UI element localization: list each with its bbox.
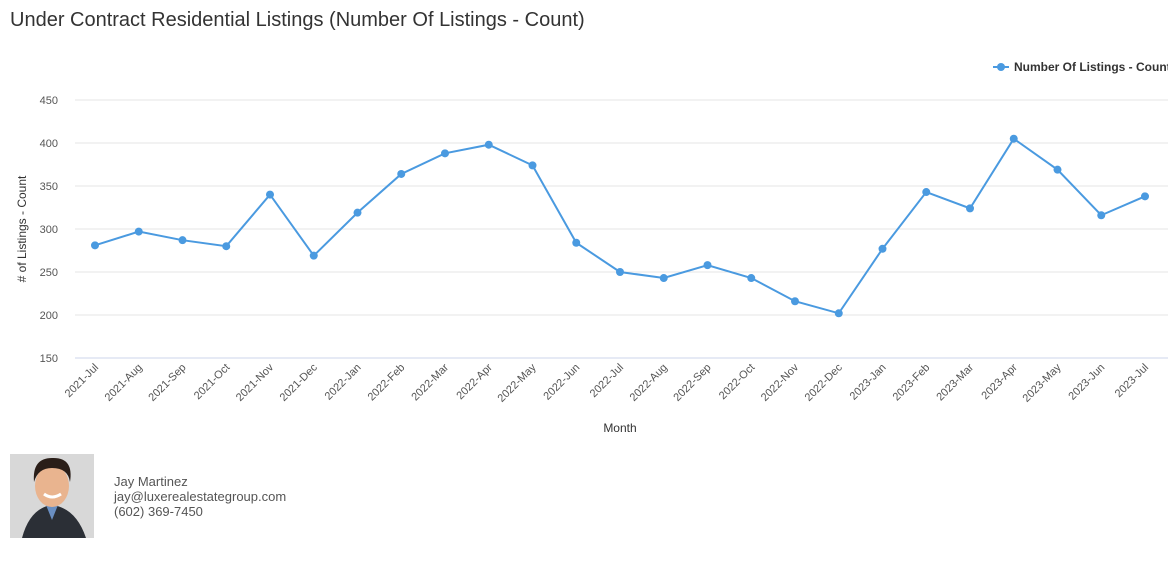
x-tick-label: 2022-Mar: [409, 361, 451, 403]
point: [747, 274, 756, 283]
x-tick-label: 2023-Jul: [1113, 362, 1151, 400]
point: [878, 244, 887, 253]
x-tick-label: 2023-Feb: [891, 362, 933, 404]
point: [178, 236, 187, 245]
point: [484, 140, 493, 149]
line: [94, 137, 1146, 315]
point: [91, 241, 99, 250]
point: [441, 149, 449, 158]
x-tick-label: 2022-Feb: [366, 362, 408, 404]
point: [834, 309, 843, 318]
point: [1009, 134, 1018, 143]
x-tick-label: 2022-Nov: [759, 361, 802, 404]
y-tick-label: 200: [40, 310, 58, 322]
x-tick-label: 2022-May: [496, 361, 539, 404]
point: [528, 161, 537, 170]
avatar: [10, 454, 94, 538]
x-tick-label: 2022-Dec: [803, 361, 846, 404]
x-tick-label: 2022-Jun: [541, 362, 582, 403]
legend-item[interactable]: Number Of Listings - Count: [993, 60, 1168, 74]
y-tick-label: 450: [40, 95, 58, 107]
point: [222, 242, 231, 251]
x-tick-label: 2022-Apr: [454, 361, 495, 402]
point: [659, 274, 668, 283]
y-tick-label: 250: [40, 267, 58, 279]
x-tick-label: 2021-Dec: [278, 361, 321, 404]
point: [791, 297, 799, 306]
y-axis-label: # of Listings - Count: [15, 175, 29, 282]
x-tick-label: 2022-Aug: [628, 362, 670, 404]
contact-name: Jay Martinez: [114, 474, 188, 489]
point: [966, 204, 974, 213]
point: [572, 238, 581, 247]
x-tick-label: 2021-Sep: [146, 362, 188, 404]
point: [353, 208, 362, 217]
legend-label: Number Of Listings - Count: [1014, 60, 1168, 74]
point: [397, 169, 406, 178]
x-tick-label: 2023-Apr: [979, 361, 1020, 402]
legend-symbol: [997, 63, 1005, 71]
y-tick-label: 400: [40, 138, 58, 150]
x-tick-label: 2022-Oct: [717, 362, 757, 402]
point: [266, 190, 274, 199]
x-tick-label: 2023-Jun: [1066, 362, 1107, 403]
x-tick-label: 2022-Jul: [588, 362, 626, 400]
x-tick-label: 2023-May: [1021, 361, 1064, 404]
x-tick-label: 2022-Jan: [323, 362, 364, 403]
chart-title: Under Contract Residential Listings (Num…: [10, 9, 585, 31]
y-tick-label: 150: [40, 353, 58, 365]
point: [134, 227, 143, 236]
point: [1097, 211, 1106, 220]
x-tick-label: 2022-Sep: [671, 362, 713, 404]
x-tick-label: 2021-Nov: [234, 361, 277, 404]
contact-phone: (602) 369-7450: [114, 504, 203, 519]
point: [309, 251, 318, 260]
x-tick-label: 2021-Oct: [192, 362, 232, 402]
x-tick-label: 2023-Mar: [934, 361, 976, 403]
contact-email: jay@luxerealestategroup.com: [113, 489, 286, 504]
x-axis-label: Month: [603, 421, 636, 435]
point: [1141, 192, 1149, 201]
point: [703, 261, 712, 270]
x-tick-label: 2021-Aug: [103, 362, 145, 404]
y-tick-label: 350: [40, 181, 58, 193]
point: [1053, 165, 1062, 174]
point: [922, 188, 931, 197]
x-tick-label: 2021-Jul: [63, 362, 101, 400]
x-tick-label: 2023-Jan: [848, 362, 889, 403]
point: [616, 268, 624, 276]
y-tick-label: 300: [40, 224, 58, 236]
